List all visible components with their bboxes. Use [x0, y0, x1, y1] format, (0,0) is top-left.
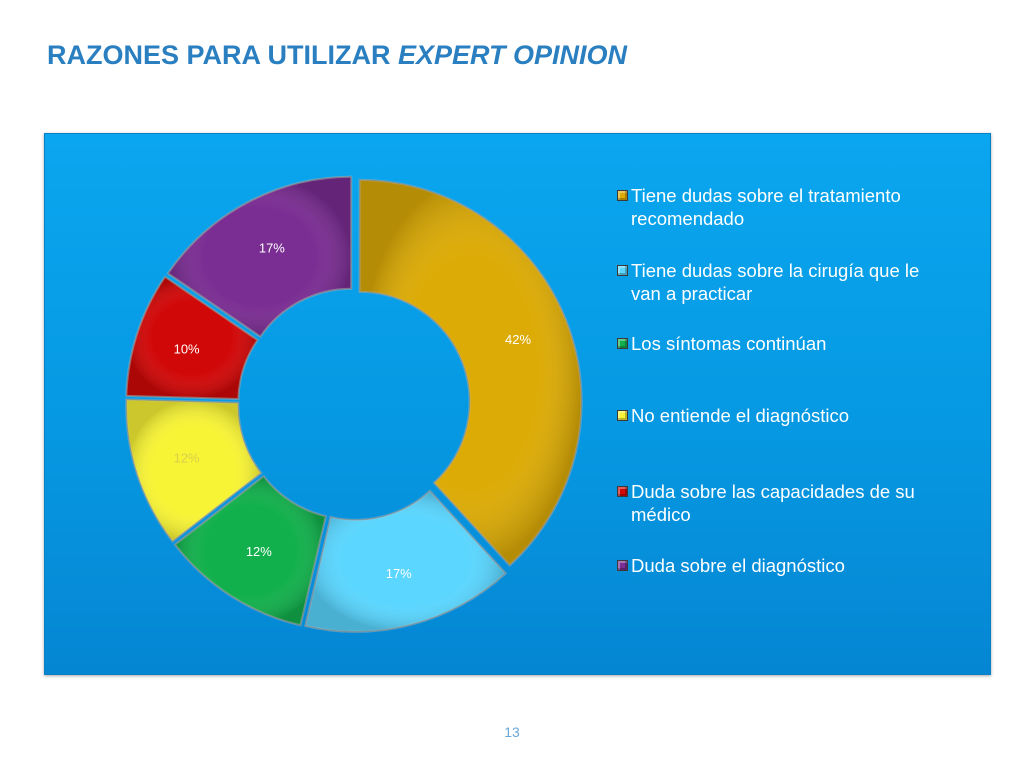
donut-slices: [125, 175, 583, 633]
donut-slice-bevel: [166, 175, 353, 338]
slide-title-main: RAZONES PARA UTILIZAR: [47, 40, 398, 70]
legend-item-duda-sobre-el-diagnostico: Duda sobre el diagnóstico: [617, 554, 947, 577]
data-label-no-entiende-el-diagnostico: 12%: [174, 450, 200, 465]
donut-slice-bevel: [358, 178, 583, 567]
legend-label: Duda sobre el diagnóstico: [631, 555, 845, 576]
slide-title-emphasis: EXPERT OPINION: [398, 40, 628, 70]
legend-label: Los síntomas continúan: [631, 333, 827, 354]
donut-data-labels: 42% 17% 12% 12% 10% 17%: [174, 240, 532, 581]
donut-slice-bevel: [125, 275, 259, 401]
legend-swatch: [617, 410, 628, 421]
legend-item-los-sintomas-continuan: Los síntomas continúan: [617, 332, 947, 355]
data-label-los-sintomas-continuan: 12%: [246, 544, 272, 559]
donut-slice-bevel: [125, 398, 263, 543]
legend-label: Tiene dudas sobre el tratamiento recomen…: [631, 185, 901, 229]
donut-slice-bevel: [173, 474, 328, 627]
legend-swatch: [617, 190, 628, 201]
data-label-duda-sobre-las-capacidades-de-su-medico: 10%: [174, 342, 200, 357]
legend-label: Duda sobre las capacidades de su médico: [631, 481, 915, 525]
legend-item-no-entiende-el-diagnostico: No entiende el diagnóstico: [617, 404, 947, 427]
data-label-tiene-dudas-sobre-el-tratamiento-recomendado: 42%: [505, 332, 531, 347]
page-number: 13: [504, 724, 520, 740]
legend-item-tiene-dudas-sobre-el-tratamiento-recomendado: Tiene dudas sobre el tratamiento recomen…: [617, 184, 947, 230]
legend-swatch: [617, 265, 628, 276]
legend-swatch: [617, 338, 628, 349]
legend-swatch: [617, 560, 628, 571]
data-label-duda-sobre-el-diagnostico: 17%: [259, 240, 285, 255]
donut-slice-bevel: [304, 489, 508, 633]
legend-item-tiene-dudas-sobre-la-cirugia-que-le-van-a-practicar: Tiene dudas sobre la cirugía que le van …: [617, 259, 947, 305]
chart-panel: 42% 17% 12% 12% 10% 17% Tiene dudas sobre el …: [44, 133, 991, 675]
legend-label: No entiende el diagnóstico: [631, 405, 850, 426]
slide-title: RAZONES PARA UTILIZAR EXPERT OPINION: [47, 40, 627, 71]
data-label-tiene-dudas-sobre-la-cirugia-que-le-van-a-practicar: 17%: [386, 566, 412, 581]
legend-swatch: [617, 486, 628, 497]
legend-item-duda-sobre-las-capacidades-de-su-medico: Duda sobre las capacidades de su médico: [617, 480, 947, 526]
donut-chart: 42% 17% 12% 12% 10% 17%: [125, 175, 583, 633]
legend-label: Tiene dudas sobre la cirugía que le van …: [631, 260, 920, 304]
